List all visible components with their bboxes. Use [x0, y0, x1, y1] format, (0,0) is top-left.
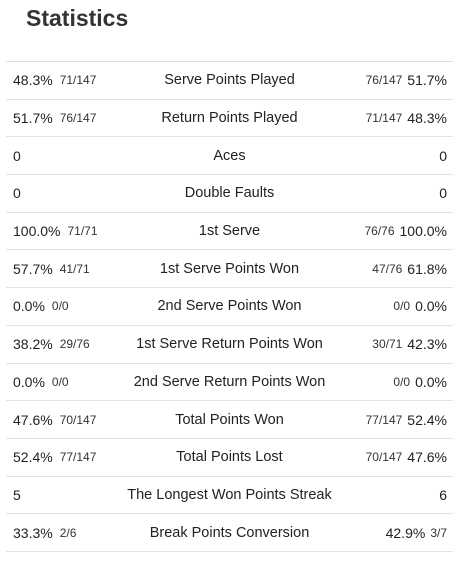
- right-fraction: 76/147: [365, 73, 403, 88]
- right-fraction: 70/147: [365, 450, 403, 465]
- right-fraction: 30/71: [372, 337, 403, 352]
- left-fraction: 71/147: [59, 73, 97, 88]
- left-player-value: 57.7% 41/71: [13, 250, 90, 287]
- page-title: Statistics: [26, 5, 129, 31]
- stat-row-double-faults: 0 Double Faults 0: [6, 175, 453, 213]
- stat-label: The Longest Won Points Streak: [127, 486, 332, 503]
- right-percentage: 0.0%: [415, 373, 447, 390]
- left-fraction: 76/147: [59, 111, 97, 126]
- left-value: 0: [13, 185, 21, 202]
- stat-label: 2nd Serve Return Points Won: [133, 373, 326, 390]
- left-fraction: 41/71: [59, 261, 90, 276]
- stat-row-total-points-won: 47.6% 70/147 Total Points Won 77/147 52.…: [6, 401, 453, 439]
- left-fraction: 70/147: [59, 412, 97, 427]
- right-player-value: 0/0 0.0%: [393, 364, 447, 401]
- stat-label: 2nd Serve Points Won: [157, 298, 302, 315]
- statistics-table: 48.3% 71/147 Serve Points Played 76/147 …: [6, 61, 453, 552]
- right-fraction: 47/76: [372, 261, 403, 276]
- left-percentage: 48.3%: [13, 72, 53, 89]
- left-percentage: 0.0%: [13, 373, 45, 390]
- stat-row-return-points-played: 51.7% 76/147 Return Points Played 71/147…: [6, 100, 453, 138]
- right-player-value: 6: [439, 477, 447, 514]
- stat-row-1st-serve-points-won: 57.7% 41/71 1st Serve Points Won 47/76 6…: [6, 250, 453, 289]
- left-fraction: 0/0: [51, 374, 69, 389]
- right-player-value: 0/0 0.0%: [393, 288, 447, 325]
- right-percentage: 61.8%: [407, 260, 447, 277]
- left-fraction: 29/76: [59, 337, 90, 352]
- stat-row-serve-points-played: 48.3% 71/147 Serve Points Played 76/147 …: [6, 62, 453, 100]
- right-fraction: 76/76: [364, 224, 395, 239]
- right-fraction: 0/0: [393, 374, 411, 389]
- right-player-value: 76/76 100.0%: [364, 213, 447, 250]
- right-player-value: 30/71 42.3%: [372, 326, 447, 363]
- left-percentage: 47.6%: [13, 411, 53, 428]
- right-percentage: 47.6%: [407, 449, 447, 466]
- right-percentage: 0.0%: [415, 298, 447, 315]
- stat-row-1st-serve: 100.0% 71/71 1st Serve 76/76 100.0%: [6, 213, 453, 251]
- stat-row-2nd-serve-points-won: 0.0% 0/0 2nd Serve Points Won 0/0 0.0%: [6, 288, 453, 326]
- right-player-value: 70/147 47.6%: [366, 439, 447, 476]
- left-player-value: 0: [13, 175, 21, 212]
- left-player-value: 51.7% 76/147: [13, 100, 96, 137]
- stat-label: Aces: [213, 147, 246, 164]
- left-player-value: 100.0% 71/71: [13, 213, 98, 250]
- right-player-value: 0: [439, 175, 447, 212]
- right-player-value: 42.9% 3/7: [386, 514, 447, 551]
- stat-row-2nd-serve-return-points-won: 0.0% 0/0 2nd Serve Return Points Won 0/0…: [6, 364, 453, 402]
- left-player-value: 48.3% 71/147: [13, 62, 96, 99]
- right-percentage: 52.4%: [407, 411, 447, 428]
- left-percentage: 38.2%: [13, 336, 53, 353]
- right-player-value: 76/147 51.7%: [366, 62, 447, 99]
- left-percentage: 0.0%: [13, 298, 45, 315]
- left-fraction: 2/6: [59, 525, 77, 540]
- right-value: 6: [439, 486, 447, 503]
- stat-row-1st-serve-return-points-won: 38.2% 29/76 1st Serve Return Points Won …: [6, 326, 453, 364]
- left-value: 5: [13, 486, 21, 503]
- left-fraction: 77/147: [59, 450, 97, 465]
- right-player-value: 47/76 61.8%: [372, 250, 447, 287]
- right-fraction: 0/0: [393, 299, 411, 314]
- stat-row-break-points-conversion: 33.3% 2/6 Break Points Conversion 42.9% …: [6, 514, 453, 552]
- left-player-value: 52.4% 77/147: [13, 439, 96, 476]
- left-player-value: 0.0% 0/0: [13, 364, 69, 401]
- right-value: 0: [439, 147, 447, 164]
- right-percentage: 48.3%: [407, 110, 447, 127]
- right-percentage: 42.3%: [407, 336, 447, 353]
- right-fraction: 3/7: [430, 525, 447, 540]
- right-percentage: 42.9%: [385, 524, 426, 541]
- left-fraction: 0/0: [51, 299, 69, 314]
- left-player-value: 5: [13, 477, 21, 514]
- left-player-value: 47.6% 70/147: [13, 401, 96, 438]
- stat-row-longest-won-points-streak: 5 The Longest Won Points Streak 6: [6, 477, 453, 515]
- right-fraction: 71/147: [365, 111, 403, 126]
- stat-row-aces: 0 Aces 0: [6, 137, 453, 176]
- right-player-value: 77/147 52.4%: [366, 401, 447, 438]
- left-percentage: 100.0%: [13, 223, 61, 240]
- left-percentage: 52.4%: [13, 449, 53, 466]
- right-percentage: 51.7%: [407, 72, 447, 89]
- left-player-value: 0: [13, 137, 21, 174]
- left-fraction: 71/71: [67, 224, 98, 239]
- left-player-value: 0.0% 0/0: [13, 288, 69, 325]
- left-player-value: 33.3% 2/6: [13, 514, 76, 551]
- left-player-value: 38.2% 29/76: [13, 326, 90, 363]
- right-fraction: 77/147: [365, 412, 403, 427]
- right-percentage: 100.0%: [399, 223, 447, 240]
- left-percentage: 57.7%: [13, 260, 53, 277]
- left-percentage: 51.7%: [13, 110, 53, 127]
- stat-label: Double Faults: [184, 185, 275, 202]
- right-player-value: 71/147 48.3%: [366, 100, 447, 137]
- right-player-value: 0: [439, 137, 447, 174]
- stat-row-total-points-lost: 52.4% 77/147 Total Points Lost 70/147 47…: [6, 439, 453, 477]
- left-percentage: 33.3%: [13, 524, 53, 541]
- left-value: 0: [13, 147, 21, 164]
- right-value: 0: [439, 185, 447, 202]
